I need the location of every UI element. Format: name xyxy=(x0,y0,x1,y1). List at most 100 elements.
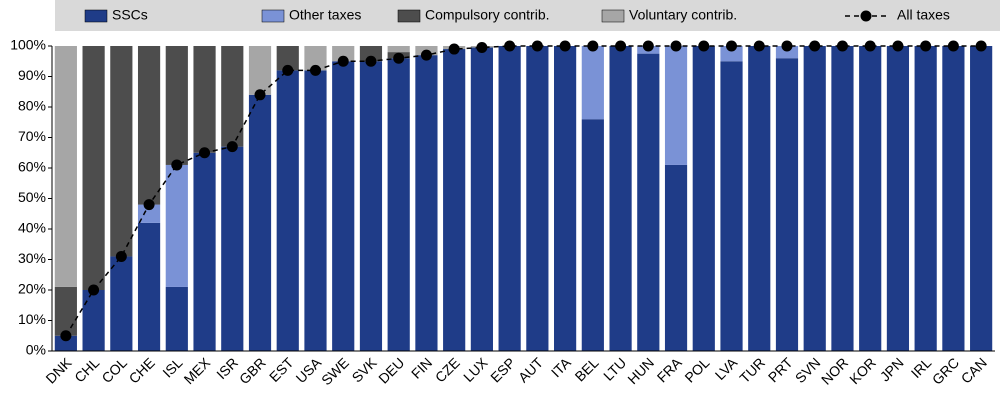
bar-segment xyxy=(304,70,327,352)
bar-segment xyxy=(137,204,161,223)
bar-segment xyxy=(165,46,188,165)
x-tick-label: CZE xyxy=(432,354,463,385)
y-tick-label: 100% xyxy=(10,37,46,53)
line-marker xyxy=(670,40,682,52)
line-marker xyxy=(781,40,793,52)
y-tick-label: 80% xyxy=(18,98,46,114)
bar-segment xyxy=(748,46,771,351)
x-tick-label: SVN xyxy=(792,354,824,386)
bar-segment xyxy=(554,46,577,351)
x-tick-label: LUX xyxy=(460,354,491,385)
legend-swatch xyxy=(601,9,625,23)
line-marker xyxy=(753,40,765,52)
line xyxy=(65,45,982,337)
x-tick-label: FIN xyxy=(408,354,435,381)
bar-segment xyxy=(54,46,77,287)
bar-segment xyxy=(332,46,355,62)
y-tick-label: 20% xyxy=(18,281,46,297)
line-marker xyxy=(60,330,72,342)
bar-segment xyxy=(526,46,549,351)
bar-segment xyxy=(221,146,244,351)
legend: SSCs Other taxes Compulsory contrib. Volunt… xyxy=(84,7,950,23)
x-tick-label: SWE xyxy=(318,354,352,388)
bar-segment xyxy=(276,46,299,71)
line-marker xyxy=(448,43,460,55)
bar-segment xyxy=(664,46,688,165)
line-marker xyxy=(504,40,516,52)
bar-segment xyxy=(664,164,688,351)
line-marker xyxy=(947,40,959,52)
line-marker xyxy=(975,40,987,52)
line-marker xyxy=(531,40,543,52)
line-marker xyxy=(88,284,100,296)
x-tick-label: USA xyxy=(293,354,325,386)
x-tick-label: CHE xyxy=(126,354,158,386)
legend-label: Compulsory contrib. xyxy=(425,7,550,23)
line-marker xyxy=(282,64,294,76)
x-tick-label: POL xyxy=(681,354,712,385)
x-tick-label: HUN xyxy=(624,354,657,387)
bar-segment xyxy=(831,46,854,351)
line-marker xyxy=(892,40,904,52)
bar-segment xyxy=(387,58,410,351)
line-marker xyxy=(809,40,821,52)
bar-segment xyxy=(82,46,105,290)
bar-segment xyxy=(54,335,77,351)
y-tick-label: 70% xyxy=(18,128,46,144)
line-marker xyxy=(726,40,738,52)
line-marker xyxy=(393,52,405,64)
bar-segment xyxy=(110,46,133,257)
bar-segment xyxy=(720,46,743,62)
bar-segment xyxy=(803,46,826,351)
x-tick-label: AUT xyxy=(515,354,546,385)
line-marker xyxy=(615,40,627,52)
x-tick-label: SVK xyxy=(349,354,381,386)
y-tick-label: 90% xyxy=(18,67,46,83)
bar-segment xyxy=(609,46,632,351)
bar-segment xyxy=(443,49,466,352)
bar-segment xyxy=(775,58,799,351)
line-marker xyxy=(587,40,599,52)
x-tick-label: ESP xyxy=(487,354,518,385)
line-marker xyxy=(337,55,349,67)
y-tick-label: 60% xyxy=(18,159,46,175)
bar-segment xyxy=(193,152,216,351)
line-marker xyxy=(226,141,238,153)
x-tick-label: KOR xyxy=(846,354,879,387)
bar-segment xyxy=(137,222,161,351)
bar-segment xyxy=(248,46,272,95)
line-marker xyxy=(115,250,127,262)
x-tick-label: EST xyxy=(266,354,297,385)
bar-segment xyxy=(110,256,133,351)
bar-segment xyxy=(581,119,604,351)
x-tick-label: GRC xyxy=(929,354,962,387)
legend-swatch xyxy=(84,9,108,23)
x-tick-label: MEX xyxy=(181,354,214,387)
bar-segment xyxy=(193,46,216,153)
line-marker xyxy=(698,40,710,52)
x-tick-label: TUR xyxy=(736,354,768,386)
line-marker xyxy=(864,40,876,52)
line-marker xyxy=(559,40,571,52)
bar-segment xyxy=(82,290,105,351)
x-tick-label: CHL xyxy=(71,354,102,385)
legend-swatch xyxy=(261,9,285,23)
bar-segment xyxy=(137,46,161,205)
line-marker xyxy=(254,89,266,101)
bar-segment xyxy=(942,46,965,351)
bar-segment xyxy=(276,70,299,352)
legend-label: Voluntary contrib. xyxy=(629,7,737,23)
x-tick-label: ITA xyxy=(548,354,574,380)
bar-segment xyxy=(886,46,910,351)
line-marker xyxy=(920,40,932,52)
legend-label: SSCs xyxy=(112,7,148,23)
line-marker xyxy=(476,42,488,54)
x-tick-label: DNK xyxy=(42,354,75,387)
x-tick-label: NOR xyxy=(818,354,851,387)
line-marker xyxy=(143,199,155,211)
line-marker xyxy=(836,40,848,52)
x-tick-label: JPN xyxy=(877,354,907,384)
line-marker xyxy=(171,159,183,171)
